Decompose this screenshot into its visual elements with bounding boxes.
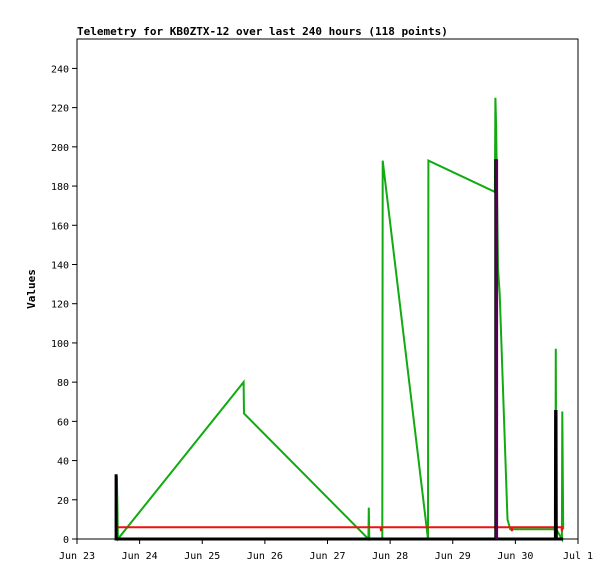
y-tick-label: 160 <box>51 221 69 232</box>
y-tick-label: 220 <box>51 104 69 115</box>
y-tick-label: 80 <box>57 378 69 389</box>
x-tick-label: Jun 30 <box>497 551 533 562</box>
y-tick-label: 40 <box>57 457 69 468</box>
x-tick-label: Jun 28 <box>372 551 408 562</box>
y-axis-label: Values <box>25 269 38 309</box>
y-tick-label: 120 <box>51 300 69 311</box>
chart-title: Telemetry for KB0ZTX-12 over last 240 ho… <box>77 25 448 38</box>
x-tick-label: Jun 25 <box>184 551 220 562</box>
x-tick-label: Jun 23 <box>59 551 95 562</box>
y-tick-label: 20 <box>57 496 69 507</box>
y-tick-label: 60 <box>57 417 69 428</box>
y-tick-label: 180 <box>51 182 69 193</box>
x-tick-label: Jul 1 <box>563 551 593 562</box>
y-tick-label: 100 <box>51 339 69 350</box>
x-axis: Jun 23 Jun 24 Jun 25 Jun 26 Jun 27 Jun 28 Jun … <box>59 539 593 562</box>
y-axis: 0 20 40 60 80 100 120 140 160 180 200 220 240 <box>51 64 77 546</box>
y-tick-label: 240 <box>51 64 69 75</box>
x-tick-label: Jun 29 <box>435 551 471 562</box>
x-tick-label: Jun 26 <box>247 551 283 562</box>
series-line-1 <box>116 526 564 532</box>
y-tick-label: 0 <box>63 535 69 546</box>
series-line-3 <box>495 159 499 539</box>
series-layer <box>114 97 565 543</box>
plot-area <box>76 38 579 540</box>
x-tick-label: Jun 27 <box>309 551 345 562</box>
y-tick-label: 140 <box>51 260 69 271</box>
x-tick-label: Jun 24 <box>122 551 158 562</box>
y-tick-label: 200 <box>51 143 69 154</box>
